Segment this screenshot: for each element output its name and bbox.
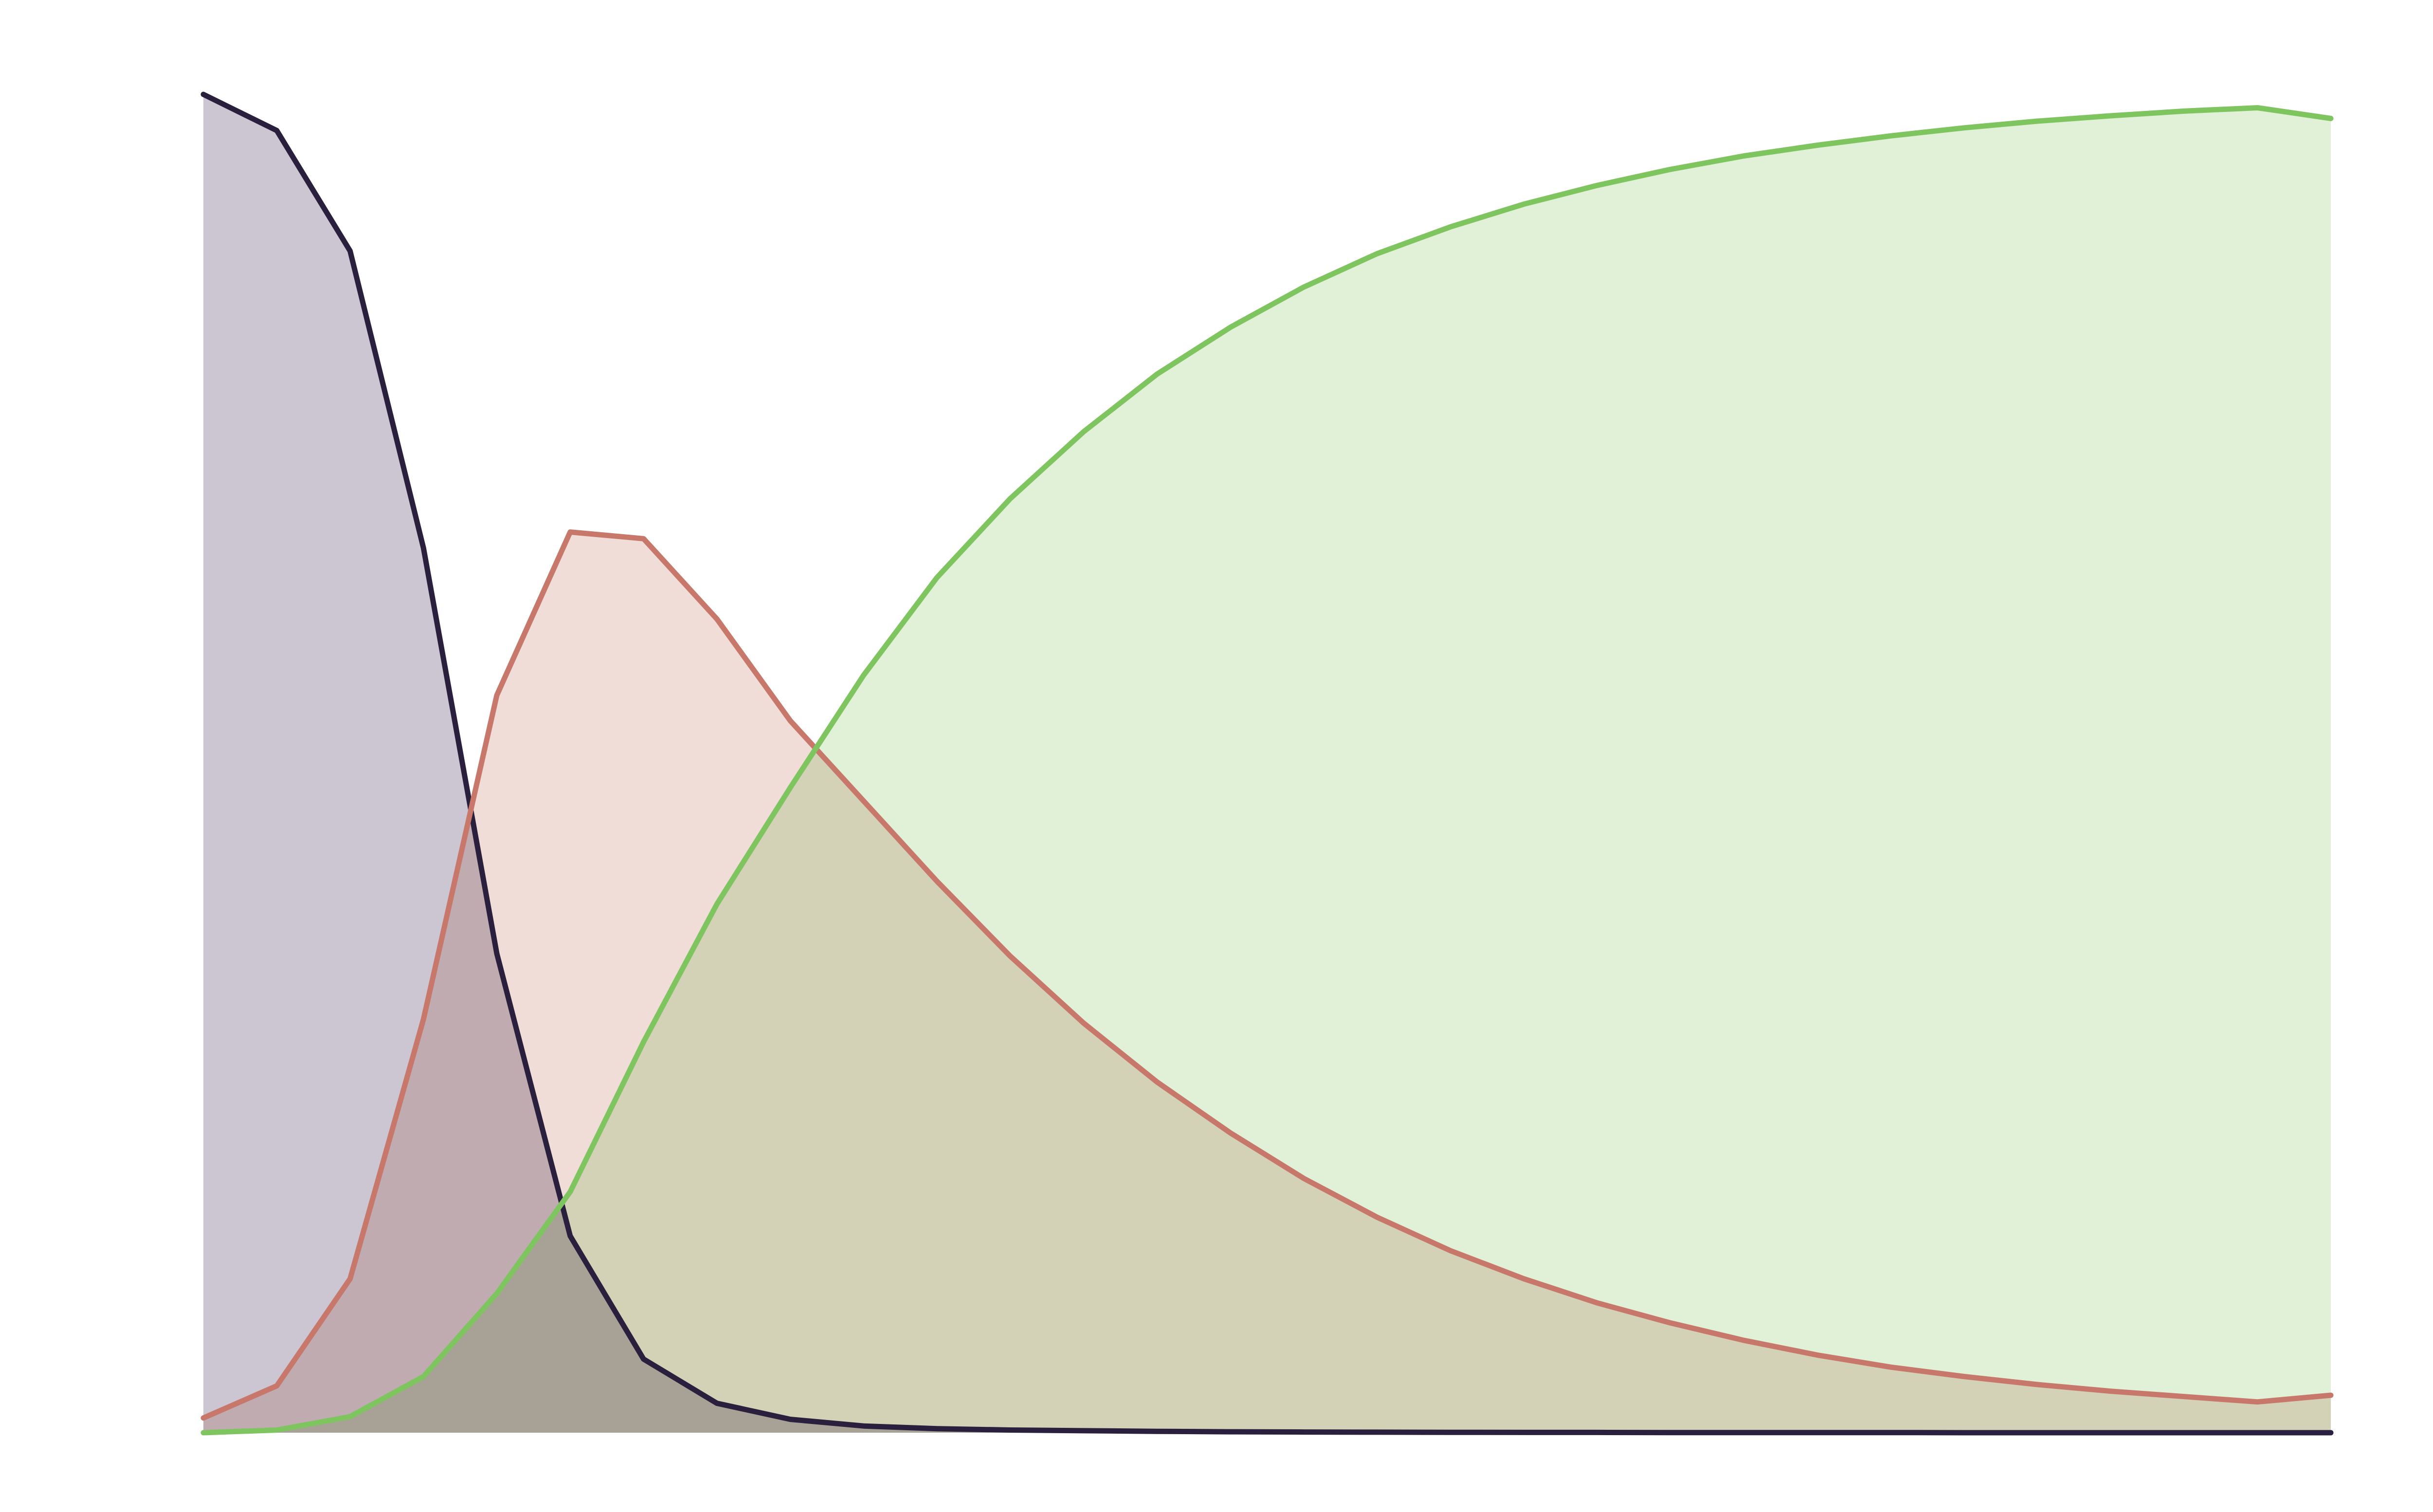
series-1-line xyxy=(200,91,2334,1436)
series-2-line xyxy=(200,529,2334,1421)
series-lines xyxy=(200,91,2334,1436)
series-3-area xyxy=(203,108,2331,1433)
series-3-line xyxy=(200,105,2334,1436)
series-areas xyxy=(203,94,2331,1433)
